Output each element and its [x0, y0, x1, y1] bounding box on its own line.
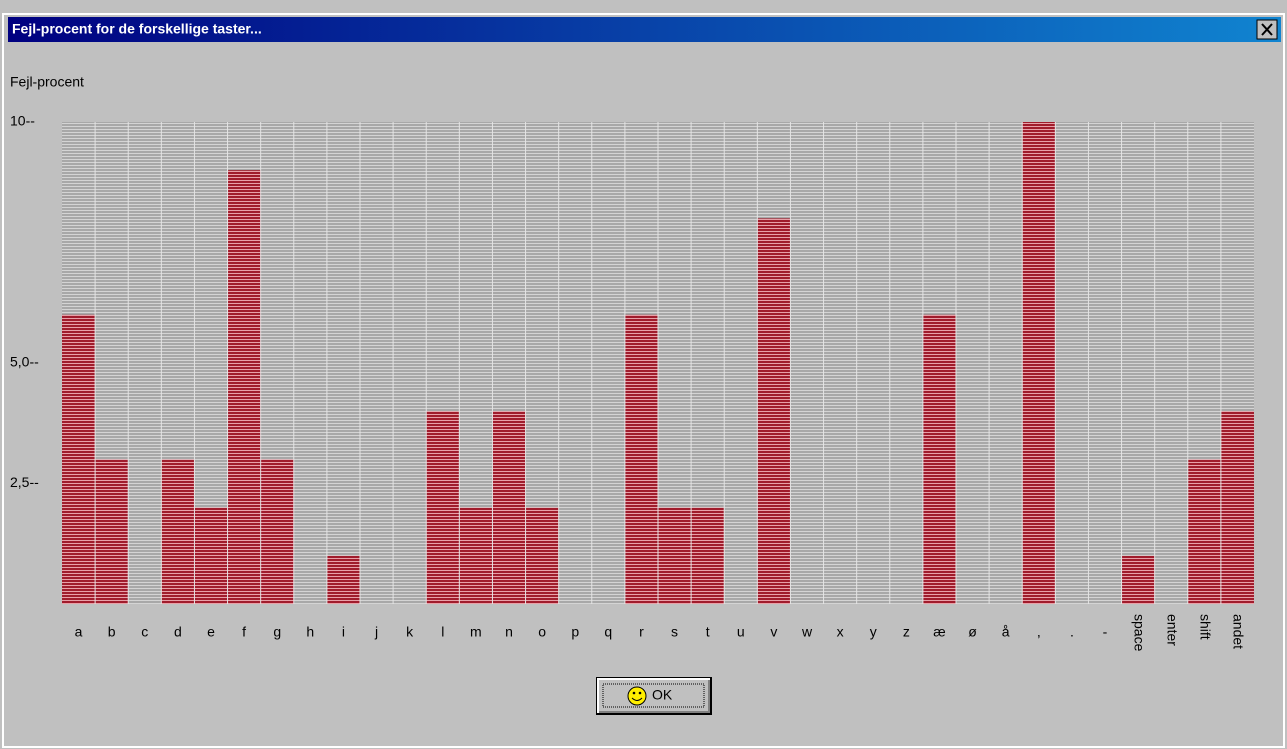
x-tick-label: æ	[933, 624, 945, 640]
bar	[95, 459, 129, 604]
x-tick-label: f	[242, 624, 246, 640]
x-tick-label: l	[441, 624, 444, 640]
x-tick-label: å	[1002, 624, 1010, 640]
x-tick-label: j	[374, 624, 378, 640]
title-bar	[8, 17, 1281, 42]
x-tick-label: k	[406, 624, 414, 640]
bar	[691, 507, 725, 604]
bar	[1022, 122, 1056, 604]
x-tick-label: space	[1131, 614, 1147, 652]
x-tick-label: w	[801, 624, 813, 640]
bar	[426, 411, 460, 604]
x-tick-label: r	[639, 624, 644, 640]
x-tick-label: q	[604, 624, 612, 640]
x-tick-label: ,	[1037, 624, 1041, 640]
x-tick-label: p	[571, 624, 579, 640]
x-tick-label: t	[706, 624, 710, 640]
bar	[1121, 555, 1155, 604]
ok-label: OK	[652, 687, 673, 703]
x-tick-label: shift	[1198, 614, 1214, 640]
bar	[62, 314, 96, 604]
bar	[161, 459, 195, 604]
bar	[922, 314, 956, 604]
x-tick-label: y	[870, 624, 877, 640]
x-tick-label: b	[108, 624, 116, 640]
frame-border	[2, 13, 1285, 748]
x-tick-label: andet	[1231, 614, 1247, 649]
x-tick-label: i	[342, 624, 345, 640]
x-tick-label: u	[737, 624, 745, 640]
bar	[194, 507, 228, 604]
chart: 2,5-- 5,0-- 10-- a b c d e f g h i j k l m n o p q r s t u v w x y z…	[10, 113, 1254, 652]
ok-button[interactable]: OK	[596, 677, 712, 715]
y-tick-label: 5,0--	[10, 354, 39, 370]
x-tick-label: x	[837, 624, 844, 640]
bar	[459, 507, 493, 604]
x-tick-label: .	[1070, 624, 1074, 640]
x-tick-label: enter	[1165, 614, 1181, 646]
bar	[1187, 459, 1221, 604]
x-tick-label: c	[141, 624, 148, 640]
x-tick-label: d	[174, 624, 182, 640]
x-tick-label: g	[273, 624, 281, 640]
x-tick-label: s	[671, 624, 678, 640]
x-tick-label: e	[207, 624, 215, 640]
bar	[492, 411, 526, 604]
bar	[624, 314, 658, 604]
bar	[525, 507, 559, 604]
y-axis-label: Fejl-procent	[10, 74, 84, 90]
x-tick-label: z	[903, 624, 910, 640]
y-tick-label: 10--	[10, 113, 35, 129]
window-title: Fejl-procent for de forskellige taster..…	[12, 21, 262, 37]
x-tick-label: v	[770, 624, 777, 640]
x-tick-label: a	[75, 624, 83, 640]
x-tick-label: n	[505, 624, 513, 640]
bar	[1220, 411, 1254, 604]
y-tick-label: 2,5--	[10, 474, 39, 490]
x-tick-label: o	[538, 624, 546, 640]
bar	[326, 555, 360, 604]
x-tick-label: -	[1103, 624, 1108, 640]
bar	[658, 507, 692, 604]
close-button[interactable]	[1256, 19, 1278, 40]
x-tick-label: ø	[968, 624, 977, 640]
x-tick-label: h	[306, 624, 314, 640]
bar	[757, 218, 791, 604]
bar	[260, 459, 294, 604]
x-tick-label: m	[470, 624, 482, 640]
bar	[227, 170, 261, 604]
